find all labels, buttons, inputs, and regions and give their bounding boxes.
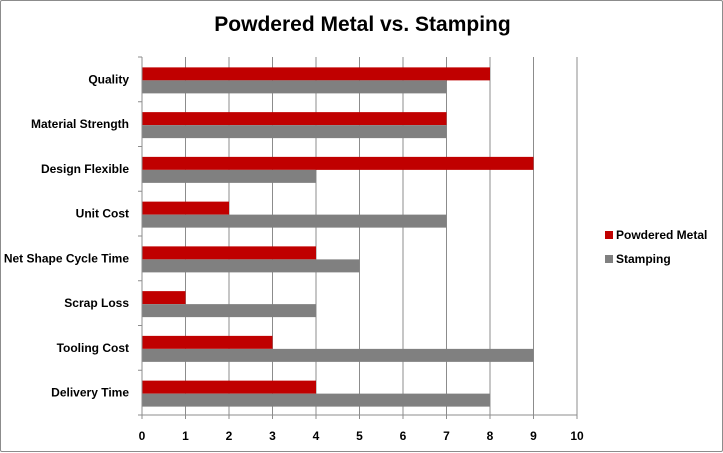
- x-tick-label-3: 3: [269, 429, 276, 443]
- x-tick-label-1: 1: [182, 429, 189, 443]
- bar-stamping-scrap-loss: [142, 304, 316, 318]
- x-tick-label-6: 6: [400, 429, 407, 443]
- bar-powdered-metal-unit-cost: [142, 201, 229, 215]
- bar-powdered-metal-tooling-cost: [142, 335, 273, 349]
- legend-item-stamping: Stamping: [605, 251, 707, 267]
- x-tick-label-7: 7: [443, 429, 450, 443]
- axes: [138, 56, 578, 419]
- bar-powdered-metal-net-shape-cycle-time: [142, 246, 316, 260]
- bar-stamping-quality: [142, 80, 447, 94]
- legend: Powdered Metal Stamping: [605, 227, 707, 275]
- category-label-scrap-loss: Scrap Loss: [64, 296, 129, 310]
- x-tick-label-8: 8: [487, 429, 494, 443]
- category-label-material-strength: Material Strength: [31, 117, 129, 131]
- bar-powdered-metal-scrap-loss: [142, 291, 186, 305]
- bar-powdered-metal-design-flexible: [142, 156, 534, 170]
- legend-swatch-powdered-metal: [605, 231, 613, 239]
- x-tick-label-4: 4: [313, 429, 320, 443]
- category-label-tooling-cost: Tooling Cost: [57, 341, 129, 355]
- category-label-design-flexible: Design Flexible: [41, 162, 129, 176]
- category-label-unit-cost: Unit Cost: [76, 207, 129, 221]
- legend-swatch-stamping: [605, 255, 613, 263]
- bar-stamping-net-shape-cycle-time: [142, 259, 360, 273]
- legend-label-powdered-metal: Powdered Metal: [616, 228, 708, 242]
- legend-label-stamping: Stamping: [616, 252, 671, 266]
- x-tick-label-10: 10: [570, 429, 584, 443]
- bar-stamping-delivery-time: [142, 393, 490, 407]
- category-label-quality: Quality: [88, 72, 129, 86]
- bar-stamping-unit-cost: [142, 214, 447, 228]
- bar-powdered-metal-delivery-time: [142, 380, 316, 394]
- bar-stamping-material-strength: [142, 125, 447, 139]
- legend-item-powdered-metal: Powdered Metal: [605, 227, 707, 243]
- bar-stamping-tooling-cost: [142, 348, 534, 362]
- x-tick-label-2: 2: [226, 429, 233, 443]
- category-labels: Quality Material Strength Design Flexible U…: [4, 72, 129, 399]
- x-tick-labels: 0 1 2 3 4 5 6 7 8 9 10: [139, 429, 584, 443]
- bars: [142, 67, 534, 407]
- x-tick-label-5: 5: [356, 429, 363, 443]
- chart-title: Powdered Metal vs. Stamping: [214, 13, 511, 36]
- x-tick-label-9: 9: [530, 429, 537, 443]
- category-label-delivery-time: Delivery Time: [51, 386, 129, 400]
- bar-powdered-metal-material-strength: [142, 112, 447, 126]
- x-tick-label-0: 0: [139, 429, 146, 443]
- bar-powdered-metal-quality: [142, 67, 490, 81]
- bar-stamping-design-flexible: [142, 169, 316, 183]
- category-label-net-shape-cycle-time: Net Shape Cycle Time: [4, 251, 129, 265]
